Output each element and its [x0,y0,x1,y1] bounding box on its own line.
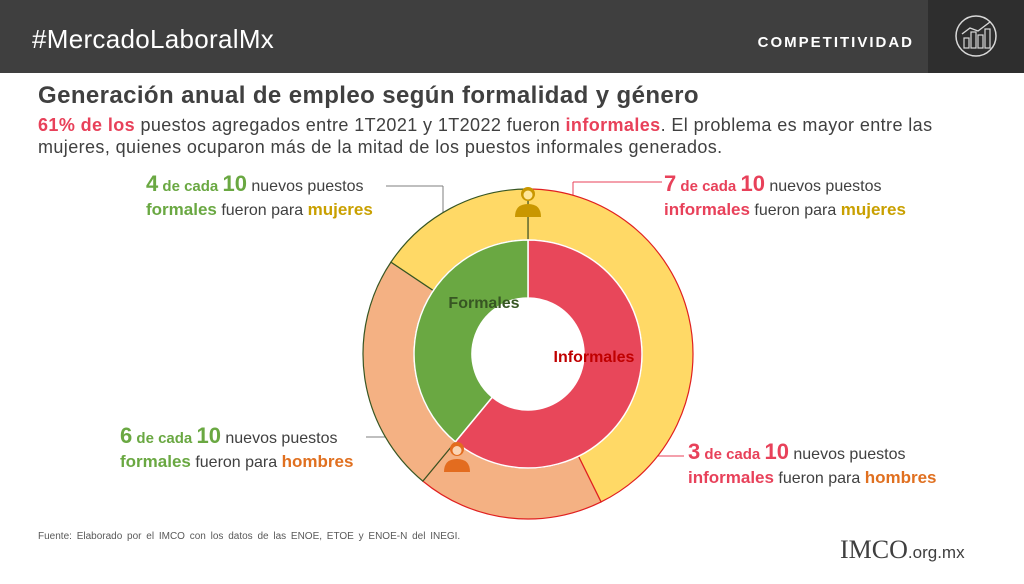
woman-icon [515,204,541,217]
subtitle-highlight-informales: informales [565,115,661,135]
source-note: Fuente: Elaborado por el IMCO con los da… [38,531,461,542]
callout-rest: nuevos puestos [246,178,364,195]
callout-ten: 10 [740,171,765,196]
subtitle-text-1: puestos agregados entre 1T2021 y 1T2022 … [135,115,566,135]
callout-mid: fueron para [749,202,841,219]
callout-category: informales [688,468,774,487]
callout-gender: mujeres [840,200,906,219]
subtitle: 61% de los puestos agregados entre 1T202… [38,114,998,158]
subtitle-highlight-share: 61% de los [38,115,136,135]
callout-gender: hombres [281,452,354,471]
callout-of: de cada [158,178,223,195]
callout-ten: 10 [222,171,247,196]
page-title: Generación anual de empleo según formali… [38,82,699,109]
callout-category: formales [146,200,217,219]
callout-informal-men: 3 de cada 10 nuevos puestos informales f… [688,440,988,490]
callout-informal-women: 7 de cada 10 nuevos puestos informales f… [664,172,964,222]
callout-rest: nuevos puestos [220,430,338,447]
inner-label-informales: Informales [554,349,635,366]
callout-of: de cada [700,446,765,463]
callout-ten: 10 [764,439,789,464]
inner-slice-informales [454,239,643,469]
city-growth-icon [955,15,997,57]
callout-ten: 10 [196,423,221,448]
inner-slice-formales [413,239,529,443]
callout-number: 3 [688,439,701,464]
callout-mid: fueron para [773,470,865,487]
callout-category: informales [664,200,750,219]
callout-of: de cada [132,430,197,447]
callout-number: 4 [146,171,159,196]
callout-rest: nuevos puestos [788,446,906,463]
callout-number: 7 [664,171,677,196]
hashtag-title: #MercadoLaboralMx [32,24,275,54]
section-label: COMPETITIVIDAD [757,34,914,51]
logo-domain: .org.mx [907,543,965,562]
man-icon [444,459,470,472]
imco-logo: IMCO.org.mx [840,535,965,565]
callout-category: formales [120,452,191,471]
inner-label-formales: Formales [448,295,519,312]
subtitle-text-2: . El problema es mayor entre las mujeres… [38,115,933,157]
callout-gender: hombres [864,468,937,487]
man-icon [452,446,462,455]
callout-formal-women: 4 de cada 10 nuevos puestos formales fue… [146,172,406,222]
woman-icon [523,190,533,200]
callout-number: 6 [120,423,133,448]
callout-rest: nuevos puestos [764,178,882,195]
callout-mid: fueron para [190,454,282,471]
logo-text: IMCO [840,535,908,564]
callout-of: de cada [676,178,741,195]
callout-formal-men: 6 de cada 10 nuevos puestos formales fue… [120,424,380,474]
callout-gender: mujeres [307,200,373,219]
competitiveness-icon-box [928,0,1024,73]
callout-mid: fueron para [216,202,308,219]
header-bar: #MercadoLaboralMx COMPETITIVIDAD [0,0,1024,73]
